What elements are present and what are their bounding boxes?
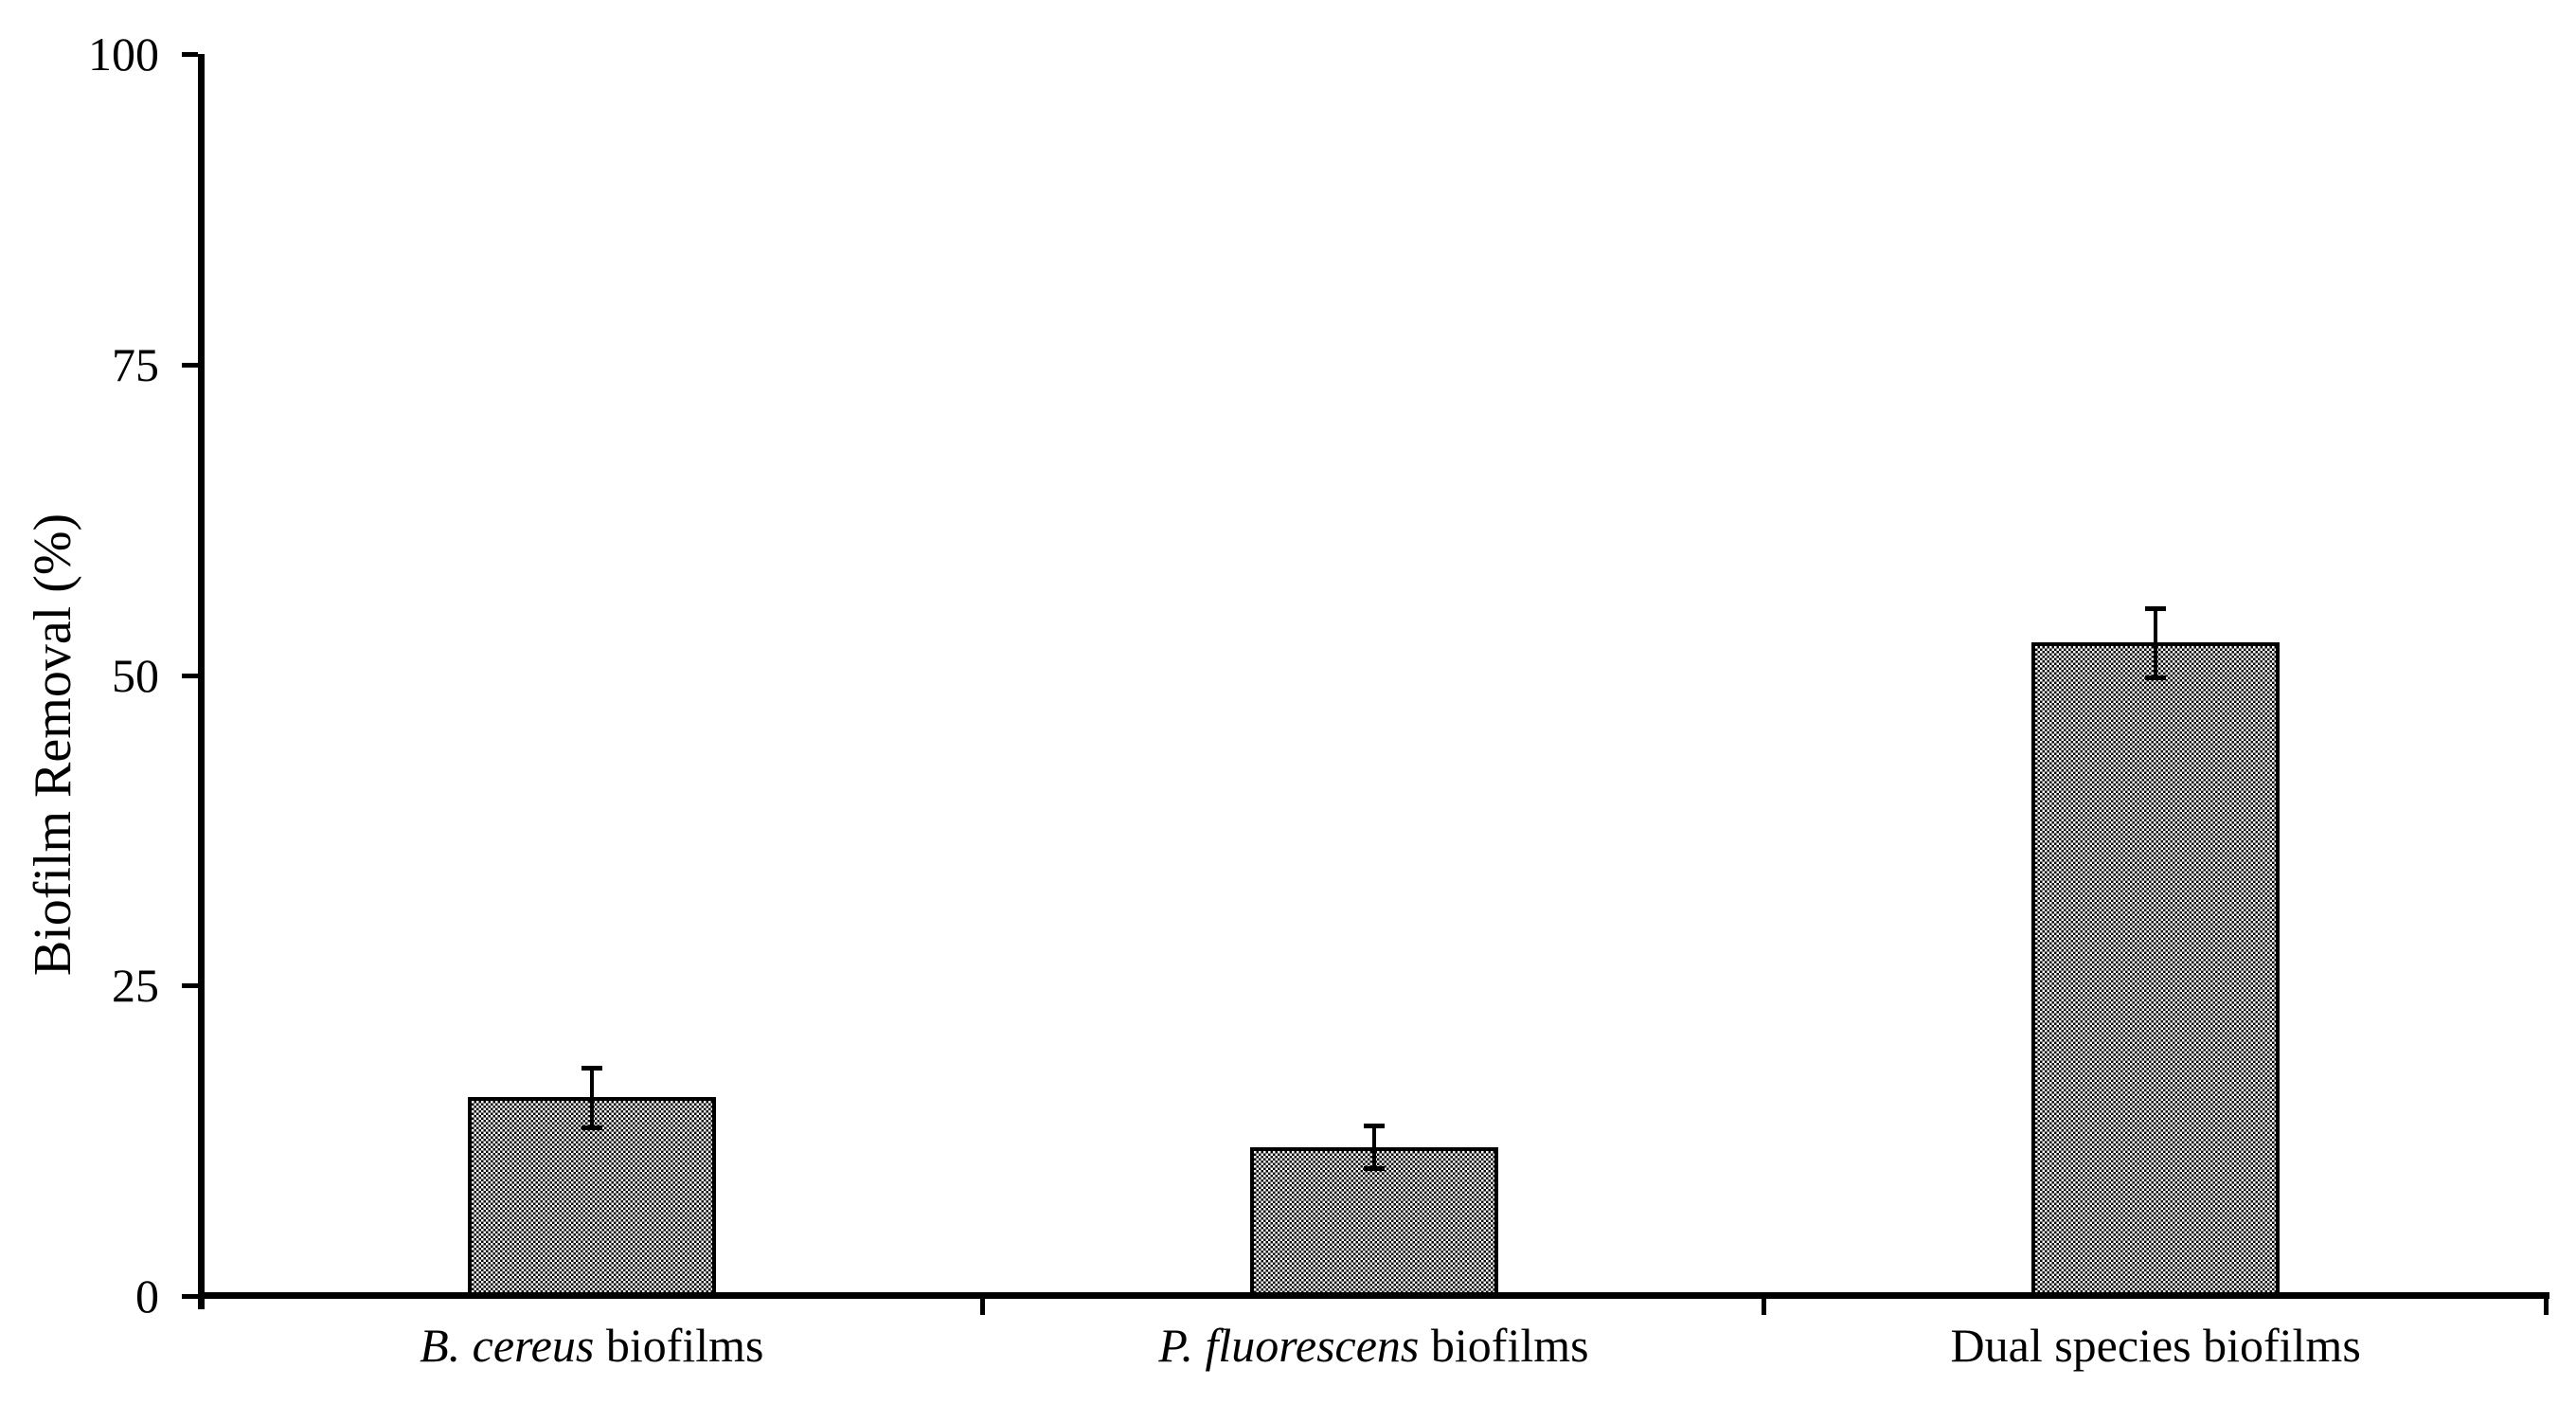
y-tick-label: 75	[112, 337, 159, 391]
y-axis-line	[198, 54, 205, 1309]
y-tick-mark	[182, 1294, 198, 1299]
y-tick-label: 0	[135, 1269, 159, 1323]
error-bar-cap-top	[1363, 1124, 1385, 1129]
category-bar	[467, 1097, 716, 1296]
category-bar	[2031, 642, 2281, 1296]
category-bar	[1249, 1146, 1498, 1296]
y-tick-mark	[182, 983, 198, 989]
error-bar-cap-bottom	[2145, 675, 2167, 681]
x-boundary-tick	[2544, 1296, 2549, 1315]
species-name: P. fluorescens	[1158, 1319, 1420, 1372]
y-tick-mark	[182, 673, 198, 678]
x-axis-labels: B. cereus biofilms P. fluorescens biofilm…	[201, 1319, 2547, 1385]
error-bar-cap-bottom	[1363, 1165, 1385, 1171]
y-tick-mark	[182, 362, 198, 368]
plot-area: 0 25 50 75 100	[88, 27, 2549, 1323]
x-category-label: P. fluorescens biofilms	[1158, 1319, 1589, 1372]
error-bar-cap-top	[2145, 605, 2167, 611]
error-bar-whisker	[2154, 607, 2158, 678]
error-bar-cap-bottom	[581, 1125, 602, 1130]
y-axis-title: Biofilm Removal (%)	[24, 513, 82, 977]
y-tick-label: 25	[112, 959, 159, 1013]
x-category-label: B. cereus biofilms	[420, 1319, 764, 1372]
x-boundary-tick	[1762, 1296, 1767, 1315]
y-tick-label: 100	[88, 27, 159, 81]
x-category-label: Dual species biofilms	[1950, 1319, 2361, 1372]
error-bar-whisker	[1371, 1125, 1376, 1168]
y-tick-label: 50	[112, 648, 159, 702]
x-boundary-tick	[979, 1296, 985, 1315]
species-name: B. cereus	[420, 1319, 595, 1372]
error-bar-cap-top	[581, 1065, 602, 1071]
error-bar-whisker	[589, 1067, 594, 1127]
y-tick-mark	[182, 52, 198, 57]
